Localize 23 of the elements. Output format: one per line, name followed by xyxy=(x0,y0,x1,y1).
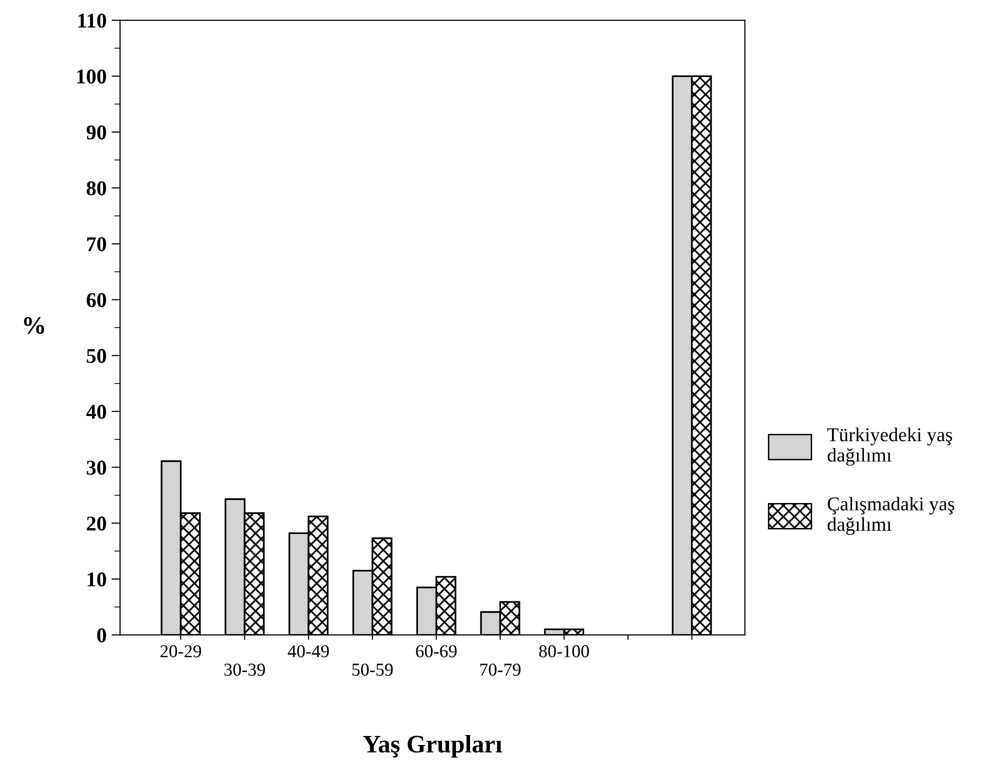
x-tick-label: 20-29 xyxy=(160,645,202,658)
y-tick-label: 20 xyxy=(86,516,106,531)
y-tick-label: 0 xyxy=(97,628,106,642)
x-axis-title: Yaş Grupları xyxy=(363,735,502,758)
legend-label: Türkiyedeki yaş dağılımı xyxy=(827,428,952,466)
x-tick-label: 80-100 xyxy=(539,645,589,658)
y-tick-label: 10 xyxy=(88,572,106,586)
legend-label: Çalışmadaki yaş dağılımı xyxy=(828,496,954,535)
y-tick-label: 30 xyxy=(86,460,106,475)
x-tick-label: 40-49 xyxy=(288,645,329,658)
y-tick-label: 60 xyxy=(86,293,106,308)
y-tick-label: 50 xyxy=(86,348,106,363)
y-tick-label: 70 xyxy=(87,237,106,252)
x-tick-label: 60-69 xyxy=(416,645,457,658)
y-tick-label: 90 xyxy=(86,125,106,140)
x-tick-label: 30-39 xyxy=(224,664,265,676)
y-axis-title: % xyxy=(24,316,44,334)
y-tick-label: 100 xyxy=(77,70,106,84)
x-tick-label: 70-79 xyxy=(480,664,521,676)
y-tick-label: 80 xyxy=(86,181,106,196)
y-tick-label: 40 xyxy=(86,404,106,419)
x-tick-label: 50-59 xyxy=(352,664,393,676)
y-tick-label: 110 xyxy=(78,14,106,28)
